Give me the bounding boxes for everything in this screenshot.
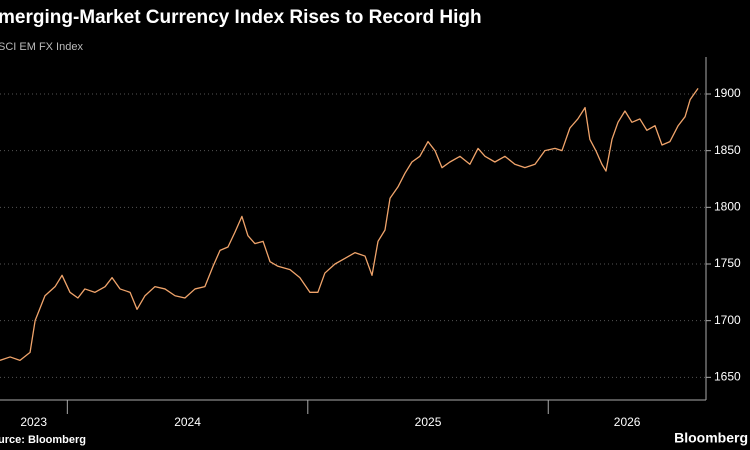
y-tick-label: 1700: [714, 313, 741, 327]
brand: Bloomberg: [674, 430, 748, 446]
x-tick-label: 2024: [174, 415, 201, 429]
y-tick-label: 1650: [714, 370, 741, 384]
chart-subtitle: SCI EM FX Index: [0, 41, 83, 53]
chart-title: merging-Market Currency Index Rises to R…: [0, 7, 482, 28]
x-tick-label: 2026: [614, 415, 641, 429]
y-tick-label: 1800: [714, 200, 741, 214]
x-tick-label: 2025: [415, 415, 442, 429]
y-tick-label: 1850: [714, 143, 741, 157]
x-tick-label: 2023: [20, 415, 47, 429]
line: [0, 87, 699, 361]
y-tick-label: 1750: [714, 256, 741, 270]
source: urce: Bloomberg: [0, 434, 86, 446]
y-tick-label: 1900: [714, 86, 741, 100]
